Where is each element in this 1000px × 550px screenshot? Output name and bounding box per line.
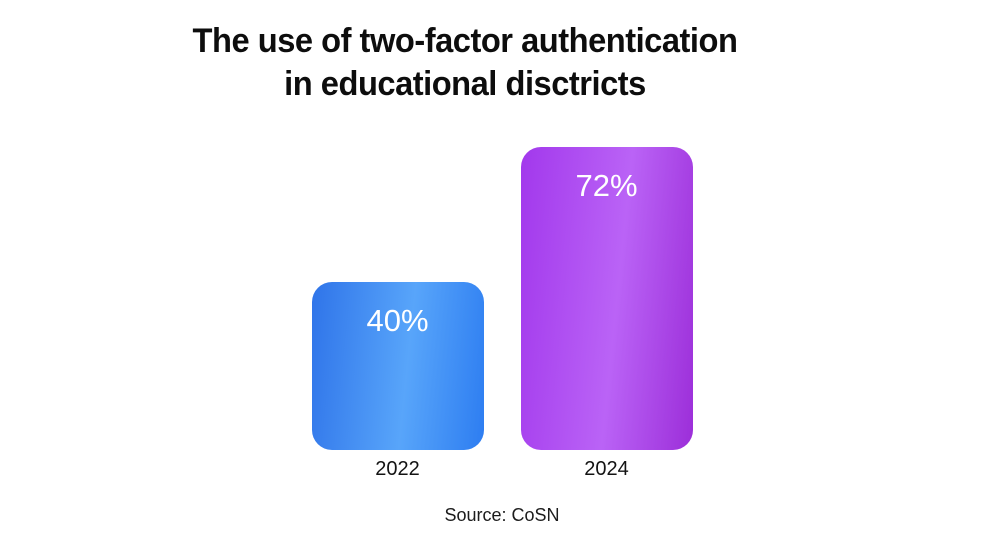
source-caption: Source: CoSN xyxy=(444,505,560,525)
bar-2022: 40% xyxy=(311,282,484,450)
chart-title: The use of two-factor authentication in … xyxy=(19,20,912,106)
bar-value-label-2024: 72% xyxy=(575,168,638,203)
bar-2024: 72% xyxy=(520,147,693,450)
bar-value-label-2022: 40% xyxy=(366,303,429,338)
bar-category-label-2024: 2024 xyxy=(584,458,629,480)
bar-chart: 40% 2022 72% 2024 xyxy=(4,147,1000,480)
chart-title-line-1: The use of two-factor authentication xyxy=(192,22,738,60)
bar-group-2024: 72% 2024 xyxy=(520,147,693,480)
bar-group-2022: 40% 2022 xyxy=(311,282,484,480)
bar-category-label-2022: 2022 xyxy=(375,458,420,480)
chart-title-line-2: in educational disctricts xyxy=(284,65,646,103)
